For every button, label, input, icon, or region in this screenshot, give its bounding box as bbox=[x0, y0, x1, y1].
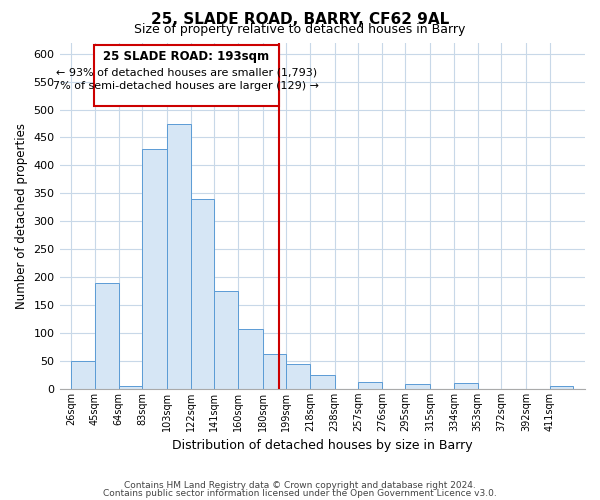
Bar bbox=[191, 199, 214, 389]
Bar bbox=[454, 384, 478, 389]
Text: Contains HM Land Registry data © Crown copyright and database right 2024.: Contains HM Land Registry data © Crown c… bbox=[124, 481, 476, 490]
Bar bbox=[94, 46, 279, 106]
Bar bbox=[95, 282, 119, 389]
Text: 25 SLADE ROAD: 193sqm: 25 SLADE ROAD: 193sqm bbox=[103, 50, 269, 63]
Text: 25, SLADE ROAD, BARRY, CF62 9AL: 25, SLADE ROAD, BARRY, CF62 9AL bbox=[151, 12, 449, 28]
Bar bbox=[142, 148, 167, 389]
Bar bbox=[119, 386, 142, 389]
Bar bbox=[310, 375, 335, 389]
Bar bbox=[167, 124, 191, 389]
Text: ← 93% of detached houses are smaller (1,793): ← 93% of detached houses are smaller (1,… bbox=[56, 67, 317, 77]
Text: Size of property relative to detached houses in Barry: Size of property relative to detached ho… bbox=[134, 24, 466, 36]
Bar bbox=[238, 328, 263, 389]
Text: Contains public sector information licensed under the Open Government Licence v3: Contains public sector information licen… bbox=[103, 488, 497, 498]
Bar bbox=[406, 384, 430, 389]
Y-axis label: Number of detached properties: Number of detached properties bbox=[15, 122, 28, 308]
Bar bbox=[214, 291, 238, 389]
Bar bbox=[71, 361, 95, 389]
Bar bbox=[358, 382, 382, 389]
Bar bbox=[263, 354, 286, 389]
Bar bbox=[550, 386, 573, 389]
Text: 7% of semi-detached houses are larger (129) →: 7% of semi-detached houses are larger (1… bbox=[53, 80, 319, 90]
Bar bbox=[286, 364, 310, 389]
X-axis label: Distribution of detached houses by size in Barry: Distribution of detached houses by size … bbox=[172, 440, 473, 452]
